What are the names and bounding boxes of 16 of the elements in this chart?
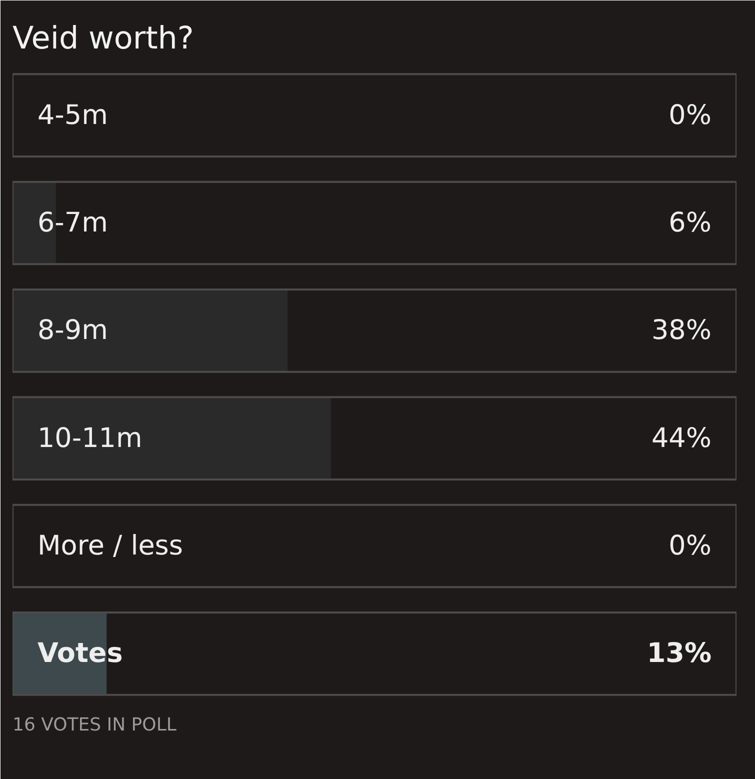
data-label: 13% bbox=[646, 638, 712, 670]
data-label: 44% bbox=[651, 422, 712, 454]
bar bbox=[12, 397, 332, 480]
bar bbox=[12, 289, 288, 372]
y-tick-label: 10-11m bbox=[38, 422, 142, 454]
data-label: 0% bbox=[668, 100, 712, 131]
y-tick-label: 8-9m bbox=[38, 315, 108, 346]
text: 16 VOTES IN POLL bbox=[12, 714, 176, 736]
y-tick-label: Votes bbox=[38, 638, 123, 670]
y-tick-label: More / less bbox=[38, 530, 183, 562]
data-label: 38% bbox=[651, 315, 712, 346]
data-label: 0% bbox=[668, 530, 712, 562]
chart-title: Veid worth? bbox=[12, 20, 194, 56]
y-tick-label: 6-7m bbox=[38, 208, 108, 238]
y-tick-label: 4-5m bbox=[38, 100, 108, 131]
data-label: 6% bbox=[668, 208, 712, 238]
